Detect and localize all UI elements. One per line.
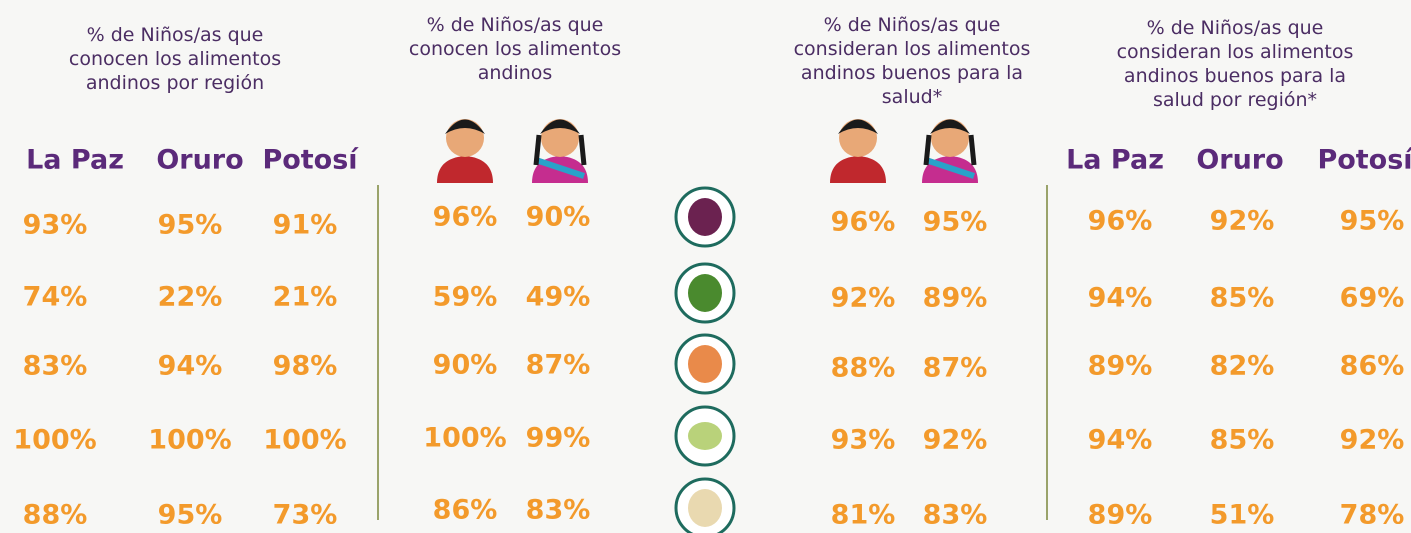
percentage: 94% xyxy=(157,350,223,382)
percentage: 88% xyxy=(830,352,896,384)
percentage: 89% xyxy=(1087,350,1153,382)
percentage: 74% xyxy=(22,281,88,313)
food-icon xyxy=(674,262,736,324)
percentage: 51% xyxy=(1209,499,1275,531)
shape xyxy=(930,119,970,134)
percentage: 90% xyxy=(525,201,591,233)
percentage: 100% xyxy=(148,424,232,456)
percentage: 93% xyxy=(830,424,896,456)
shape xyxy=(688,198,722,236)
percentage: 89% xyxy=(1087,499,1153,531)
percentage: 78% xyxy=(1339,499,1405,531)
percentage: 92% xyxy=(830,282,896,314)
percentage: 96% xyxy=(830,206,896,238)
panel-header: andinos por región xyxy=(85,72,265,94)
percentage: 98% xyxy=(272,350,338,382)
percentage: 92% xyxy=(1339,424,1405,456)
percentage: 83% xyxy=(525,494,591,526)
percentage: 95% xyxy=(157,499,223,531)
percentage: 85% xyxy=(1209,282,1275,314)
column-label: Potosí xyxy=(262,144,358,176)
column-label: Oruro xyxy=(156,144,244,176)
percentage: 95% xyxy=(157,209,223,241)
panel-header: consideran los alimentos xyxy=(1116,41,1354,63)
percentage: 87% xyxy=(525,349,591,381)
food-icon xyxy=(674,477,736,533)
shape xyxy=(968,134,977,166)
percentage: 92% xyxy=(922,424,988,456)
percentage: 82% xyxy=(1209,350,1275,382)
shape xyxy=(445,119,485,134)
percentage: 94% xyxy=(1087,424,1153,456)
column-label: Potosí xyxy=(1317,144,1411,176)
shape xyxy=(533,134,542,166)
column-label: La Paz xyxy=(26,144,124,176)
column-label: La Paz xyxy=(1066,144,1164,176)
percentage: 100% xyxy=(423,422,507,454)
percentage: 87% xyxy=(922,352,988,384)
percentage: 96% xyxy=(432,201,498,233)
percentage: 21% xyxy=(272,281,338,313)
percentage: 81% xyxy=(830,499,896,531)
shape xyxy=(535,157,585,179)
column-label: Oruro xyxy=(1196,144,1284,176)
percentage: 89% xyxy=(922,282,988,314)
percentage: 90% xyxy=(432,349,498,381)
percentage: 59% xyxy=(432,281,498,313)
shape xyxy=(830,156,886,183)
percentage: 100% xyxy=(263,424,347,456)
shape xyxy=(688,345,722,383)
panel-header: andinos xyxy=(477,62,553,84)
percentage: 94% xyxy=(1087,282,1153,314)
percentage: 69% xyxy=(1339,282,1405,314)
panel-header: % de Niños/as que xyxy=(1146,17,1324,39)
shape xyxy=(578,134,587,166)
percentage: 95% xyxy=(922,206,988,238)
shape xyxy=(437,156,493,183)
percentage: 85% xyxy=(1209,424,1275,456)
panel-header: conocen los alimentos xyxy=(68,48,282,70)
percentage: 73% xyxy=(272,499,338,531)
percentage: 86% xyxy=(432,494,498,526)
boy-icon xyxy=(437,119,493,183)
percentage: 88% xyxy=(22,499,88,531)
panel-header: salud* xyxy=(881,86,943,108)
percentage: 83% xyxy=(922,499,988,531)
shape xyxy=(688,489,722,527)
percentage: 100% xyxy=(13,424,97,456)
percentage: 95% xyxy=(1339,205,1405,237)
panel-header: % de Niños/as que xyxy=(86,24,264,46)
food-icon xyxy=(674,333,736,395)
percentage: 91% xyxy=(272,209,338,241)
panel-header: andinos buenos para la xyxy=(1123,65,1347,87)
panel-header: salud por región* xyxy=(1152,89,1318,111)
panel-header: % de Niños/as que xyxy=(823,14,1001,36)
percentage: 96% xyxy=(1087,205,1153,237)
shape xyxy=(688,274,722,312)
shape xyxy=(923,134,932,166)
food-icon xyxy=(674,186,736,248)
percentage: 92% xyxy=(1209,205,1275,237)
panel-header: % de Niños/as que xyxy=(426,14,604,36)
shape xyxy=(688,422,722,450)
panel-header: consideran los alimentos xyxy=(793,38,1031,60)
percentage: 83% xyxy=(22,350,88,382)
food-icon xyxy=(674,405,736,467)
percentage: 93% xyxy=(22,209,88,241)
shape xyxy=(838,119,878,134)
girl-icon xyxy=(532,119,588,183)
percentage: 22% xyxy=(157,281,223,313)
percentage: 86% xyxy=(1339,350,1405,382)
boy-icon xyxy=(830,119,886,183)
panel-header: andinos buenos para la xyxy=(800,62,1024,84)
shape xyxy=(925,157,975,179)
percentage: 99% xyxy=(525,422,591,454)
shape xyxy=(540,119,580,134)
percentage: 49% xyxy=(525,281,591,313)
panel-header: conocen los alimentos xyxy=(408,38,622,60)
girl-icon xyxy=(922,119,978,183)
